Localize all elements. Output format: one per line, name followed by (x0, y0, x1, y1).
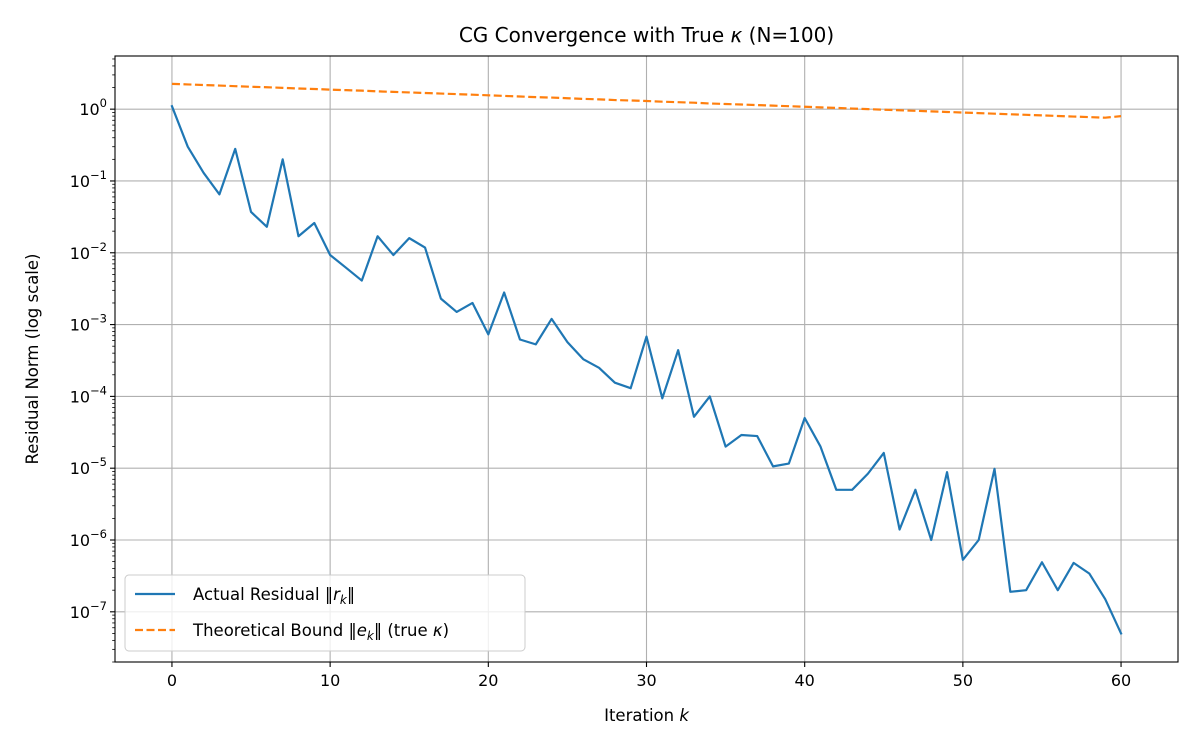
y-tick-label: 100 (79, 96, 107, 119)
y-tick-label: 10−5 (70, 455, 107, 478)
theoretical-bound-line (171, 82, 1122, 119)
legend-label: Actual Residual ‖rk‖ (193, 585, 355, 607)
x-tick-label: 50 (953, 671, 973, 690)
legend: Actual Residual ‖rk‖ Theoretical Bound ‖e… (124, 574, 526, 652)
x-tick-label: 40 (795, 671, 815, 690)
x-tick-label: 20 (478, 671, 498, 690)
x-tick-label: 30 (636, 671, 656, 690)
chart-title: CG Convergence with True κ (N=100) (459, 23, 834, 47)
x-tick-label: 60 (1111, 671, 1131, 690)
actual-residual-line (170, 104, 1123, 635)
y-tick-label: 10−1 (70, 168, 107, 191)
y-tick-label: 10−4 (70, 383, 107, 406)
axis-ticks: 0 10 20 30 40 50 60 100 10−1 10−2 10−3 10−4 10−5 10−6… (70, 58, 1131, 690)
legend-label: Theoretical Bound ‖ek‖ (true κ) (192, 621, 449, 643)
legend-box (124, 574, 526, 652)
y-tick-label: 10−2 (70, 240, 107, 263)
y-axis-title: Residual Norm (log scale) (23, 254, 42, 465)
series-layer (170, 82, 1123, 635)
grid (115, 56, 1178, 662)
y-tick-label: 10−3 (70, 312, 107, 335)
y-tick-label: 10−6 (70, 527, 107, 550)
y-tick-label: 10−7 (70, 599, 107, 622)
x-tick-label: 0 (167, 671, 177, 690)
x-tick-label: 10 (320, 671, 340, 690)
x-axis-title: Iteration k (604, 706, 690, 725)
